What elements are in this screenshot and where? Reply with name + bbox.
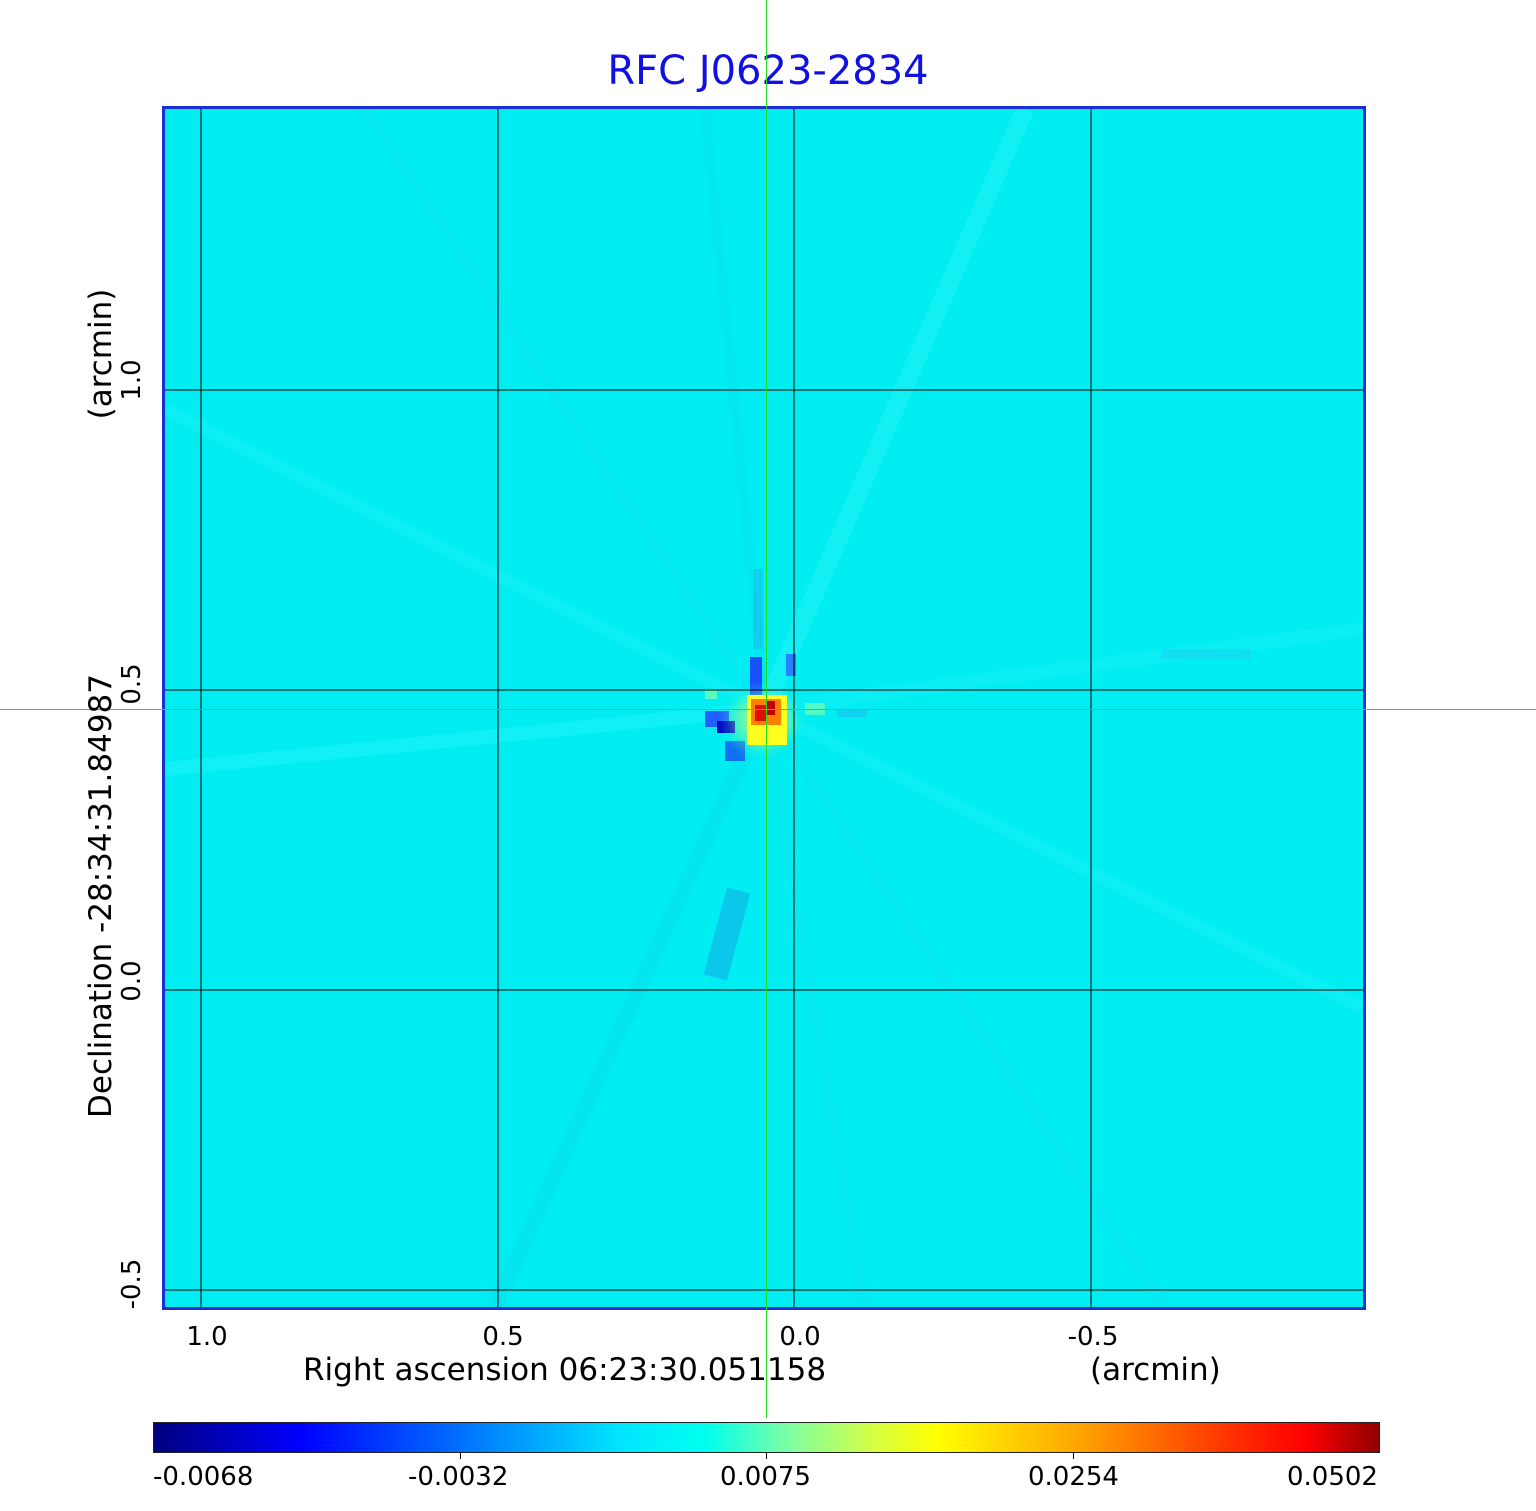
- colorbar-tick-mark: [1073, 1453, 1074, 1459]
- colorbar-tick-label: 0.0075: [720, 1462, 811, 1492]
- colorbar-tick-label: -0.0068: [153, 1462, 254, 1492]
- x-axis-label: Right ascension 06:23:30.051158: [303, 1352, 827, 1388]
- crosshair-horizontal: [0, 709, 1536, 710]
- x-tick-label: 0.0: [779, 1322, 821, 1352]
- coordinate-grid: [165, 109, 1363, 1307]
- y-tick-label: 0.0: [117, 960, 147, 1002]
- y-axis-unit: (arcmin): [83, 288, 119, 420]
- y-axis-label: Declination -28:34:31.84987: [83, 674, 119, 1118]
- x-tick-label: -0.5: [1067, 1322, 1119, 1352]
- x-tick-label: 0.5: [482, 1322, 524, 1352]
- x-tick-label: 1.0: [186, 1322, 228, 1352]
- y-tick-label: 0.5: [117, 663, 147, 705]
- y-tick-label: 1.0: [117, 359, 147, 401]
- colorbar: [153, 1422, 1380, 1453]
- source-emission: [703, 569, 1251, 981]
- image-title: RFC J0623-2834: [607, 48, 929, 94]
- sidelobe-streaks: [165, 109, 1363, 1307]
- sky-image: [165, 109, 1363, 1307]
- colorbar-tick-label: -0.0032: [408, 1462, 509, 1492]
- colorbar-tick-mark: [766, 1453, 767, 1459]
- colorbar-tick-label: 0.0254: [1028, 1462, 1119, 1492]
- sky-image-panel[interactable]: [162, 106, 1366, 1310]
- y-tick-label: -0.5: [117, 1258, 147, 1310]
- colorbar-tick-mark: [460, 1453, 461, 1459]
- x-axis-unit: (arcmin): [1090, 1352, 1221, 1388]
- colorbar-tick-label: 0.0502: [1287, 1462, 1378, 1492]
